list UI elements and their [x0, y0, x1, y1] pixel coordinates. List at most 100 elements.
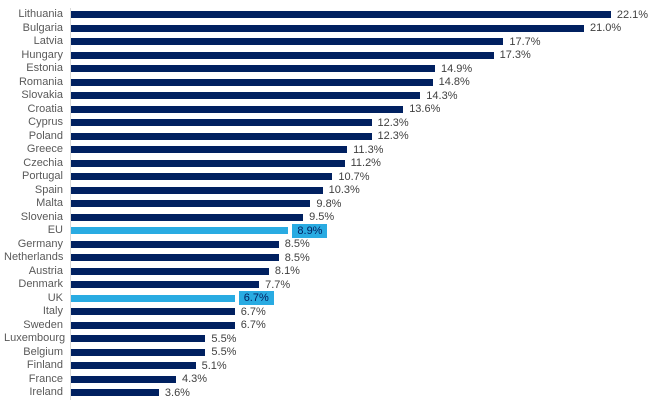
chart-row: Croatia 13.6% [0, 102, 660, 116]
bar [71, 51, 494, 59]
plot-area-row: 6.7% [70, 291, 660, 306]
bar [71, 186, 323, 194]
chart-row: Spain 10.3% [0, 183, 660, 197]
bar-highlighted [71, 294, 235, 302]
chart-row: Czechia 11.2% [0, 156, 660, 170]
chart-row: Estonia 14.9% [0, 62, 660, 76]
chart-row: Malta 9.8% [0, 197, 660, 211]
chart-row: Finland 5.1% [0, 359, 660, 373]
category-label: Bulgaria [22, 21, 63, 34]
bar [71, 132, 372, 140]
chart-row: Cyprus 12.3% [0, 116, 660, 130]
bar [71, 348, 206, 356]
plot-area-row: 12.3% [70, 129, 660, 143]
chart-row: Slovenia 9.5% [0, 210, 660, 224]
chart-row: Latvia 17.7% [0, 35, 660, 49]
category-label: Romania [18, 75, 63, 88]
chart-row: Italy 6.7% [0, 305, 660, 319]
plot-area-row: 22.1% [70, 8, 660, 22]
value-label: 14.3% [426, 89, 458, 102]
bar [71, 321, 235, 329]
plot-area-row: 3.6% [70, 386, 660, 400]
category-label: Greece [26, 143, 63, 155]
value-label: 9.8% [316, 197, 342, 210]
value-label: 10.3% [328, 184, 360, 197]
plot-area-row: 8.9% [70, 223, 660, 238]
chart-row: France 4.3% [0, 372, 660, 386]
chart-row: Lithuania 22.1% [0, 8, 660, 22]
bar [71, 267, 269, 275]
category-label: Latvia [33, 35, 63, 47]
plot-area-row: 5.5% [70, 332, 660, 346]
bar [71, 78, 433, 86]
plot-area-row: 11.3% [70, 143, 660, 157]
value-label: 8.1% [274, 265, 300, 278]
chart-row: Sweden 6.7% [0, 318, 660, 332]
bar [71, 24, 584, 32]
bar [71, 92, 421, 100]
plot-area-row: 10.3% [70, 183, 660, 197]
category-label: Cyprus [28, 116, 63, 128]
value-label: 7.7% [265, 278, 291, 291]
bar [71, 159, 345, 167]
bar [71, 11, 611, 19]
chart-row: Belgium 5.5% [0, 345, 660, 359]
chart-row: Ireland 3.6% [0, 386, 660, 400]
chart-row: Slovakia 14.3% [0, 89, 660, 103]
bar [71, 119, 372, 127]
plot-area-row: 6.7% [70, 318, 660, 332]
chart-row: Netherlands 8.5% [0, 251, 660, 265]
category-label: Ireland [29, 386, 63, 398]
plot-area-row: 14.9% [70, 62, 660, 76]
value-label: 5.5% [211, 332, 237, 345]
plot-area-row: 10.7% [70, 170, 660, 184]
value-label: 4.3% [182, 373, 208, 386]
category-label: Malta [36, 197, 63, 209]
chart-row: Portugal 10.7% [0, 170, 660, 184]
value-label: 11.3% [353, 143, 384, 156]
category-label: Austria [28, 264, 63, 277]
value-label: 12.3% [377, 116, 409, 129]
value-label: 10.7% [338, 170, 370, 183]
value-label: 14.8% [438, 76, 470, 89]
value-label: 17.7% [509, 35, 541, 48]
plot-area-row: 14.8% [70, 75, 660, 89]
category-label: EU [47, 224, 63, 236]
category-label: Belgium [23, 345, 63, 358]
bar [71, 65, 435, 73]
value-label: 6.7% [240, 319, 266, 332]
chart-row: Hungary 17.3% [0, 48, 660, 62]
bar [71, 362, 196, 370]
value-label: 11.2% [350, 157, 381, 170]
category-label: Sweden [23, 318, 63, 331]
chart-row: UK 6.7% [0, 291, 660, 306]
value-label: 5.5% [211, 346, 237, 359]
value-label: 13.6% [409, 103, 441, 116]
chart-row: Denmark 7.7% [0, 278, 660, 292]
bar [71, 213, 304, 221]
plot-area-row: 8.5% [70, 237, 660, 251]
bar [71, 240, 279, 248]
category-label: Finland [26, 359, 63, 371]
category-label: Lithuania [18, 8, 63, 20]
bar [71, 146, 348, 154]
category-label: Portugal [22, 170, 63, 182]
chart-row: Austria 8.1% [0, 264, 660, 278]
value-label: 12.3% [377, 130, 409, 143]
plot-area-row: 17.7% [70, 35, 660, 49]
bar [71, 281, 260, 289]
plot-area-row: 14.3% [70, 89, 660, 103]
category-label: Netherlands [4, 251, 64, 263]
value-label: 22.1% [616, 8, 649, 21]
category-label: Luxembourg [4, 332, 66, 344]
category-label: France [28, 372, 63, 385]
plot-area-row: 5.1% [70, 359, 660, 373]
category-label: Slovenia [20, 210, 63, 223]
category-label: Germany [17, 237, 63, 250]
category-label: Estonia [26, 62, 63, 74]
category-label: Slovakia [21, 89, 63, 101]
chart-row: Poland 12.3% [0, 129, 660, 143]
bar [71, 38, 504, 46]
plot-area-row: 13.6% [70, 102, 660, 116]
